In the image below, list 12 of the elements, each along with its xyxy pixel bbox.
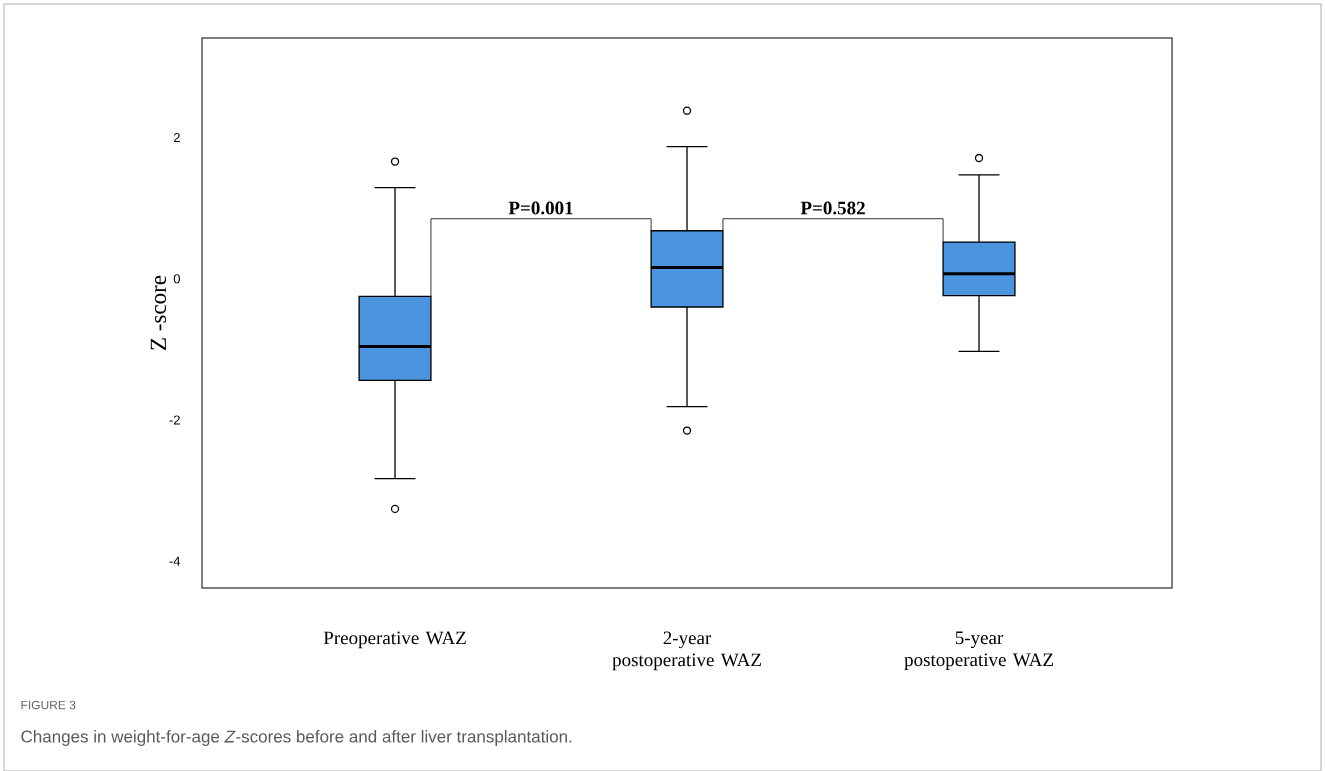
y-tick-label: 2: [173, 133, 180, 143]
y-axis-title: Z -score: [150, 275, 167, 350]
text: Changes in weight-for-age Z-scores before and after liver transplantation.: [21, 730, 572, 746]
caption: FIGURE 3: [21, 700, 76, 710]
x-tick-label: 2-year postoperative WAZ: [612, 631, 761, 671]
annotation: P=0.582: [800, 201, 865, 215]
annotation: P=0.001: [508, 201, 573, 215]
x-tick-label: 5-year postoperative WAZ: [904, 631, 1053, 671]
y-tick-label: 0: [173, 274, 180, 284]
y-tick-label: -4: [169, 556, 181, 566]
y-tick-label: -2: [169, 415, 180, 425]
x-tick-label: Preoperative WAZ: [323, 631, 466, 649]
